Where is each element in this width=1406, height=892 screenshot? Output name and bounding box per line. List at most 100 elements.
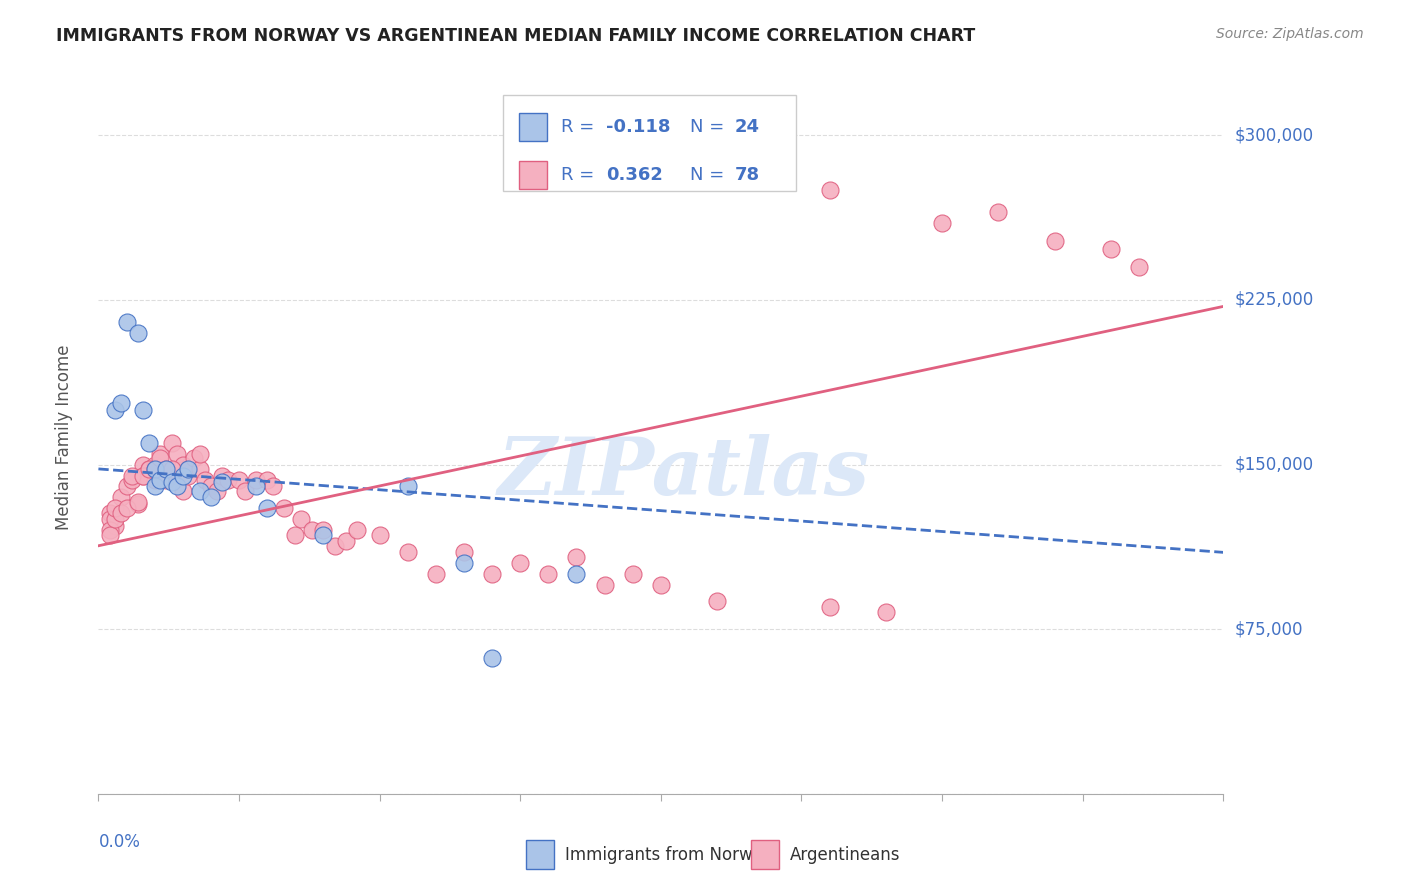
Point bbox=[818, 183, 841, 197]
Point bbox=[127, 326, 149, 340]
Point bbox=[115, 501, 138, 516]
Point bbox=[166, 446, 188, 460]
Text: N =: N = bbox=[690, 166, 730, 184]
Point bbox=[127, 497, 149, 511]
Text: $225,000: $225,000 bbox=[1234, 291, 1313, 309]
Point bbox=[481, 650, 503, 665]
Point bbox=[104, 402, 127, 417]
Bar bbox=[751, 840, 779, 869]
Point bbox=[98, 528, 121, 542]
Text: 0.0%: 0.0% bbox=[98, 833, 141, 851]
Point bbox=[138, 435, 160, 450]
Point bbox=[312, 528, 335, 542]
Point bbox=[104, 512, 127, 526]
Point bbox=[127, 495, 149, 509]
Point bbox=[188, 483, 211, 498]
Text: 78: 78 bbox=[735, 166, 761, 184]
Point bbox=[177, 462, 200, 476]
Point bbox=[565, 549, 588, 564]
Point bbox=[453, 557, 475, 571]
FancyBboxPatch shape bbox=[503, 95, 796, 191]
Point bbox=[155, 462, 177, 476]
Point bbox=[194, 473, 217, 487]
Point bbox=[931, 216, 953, 230]
Point bbox=[155, 462, 177, 476]
Point bbox=[132, 458, 155, 472]
Point bbox=[172, 458, 194, 472]
Point bbox=[155, 473, 177, 487]
Text: Immigrants from Norway: Immigrants from Norway bbox=[565, 846, 773, 863]
Point bbox=[104, 501, 127, 516]
Point bbox=[987, 205, 1010, 219]
Point bbox=[211, 468, 233, 483]
Point bbox=[143, 462, 166, 476]
Point bbox=[565, 567, 588, 582]
Text: R =: R = bbox=[561, 166, 600, 184]
Point bbox=[301, 524, 323, 538]
Point bbox=[593, 578, 616, 592]
Point bbox=[200, 479, 222, 493]
Point bbox=[262, 479, 284, 493]
Point bbox=[121, 468, 143, 483]
Point bbox=[132, 468, 155, 483]
Point bbox=[143, 462, 166, 476]
Point bbox=[183, 450, 205, 465]
Point bbox=[155, 462, 177, 476]
Point bbox=[172, 483, 194, 498]
Point bbox=[481, 567, 503, 582]
Point bbox=[335, 534, 357, 549]
Point bbox=[177, 462, 200, 476]
Point bbox=[143, 473, 166, 487]
Point bbox=[273, 501, 295, 516]
Point bbox=[1043, 234, 1066, 248]
Point bbox=[233, 483, 256, 498]
Point bbox=[396, 545, 419, 559]
Text: IMMIGRANTS FROM NORWAY VS ARGENTINEAN MEDIAN FAMILY INCOME CORRELATION CHART: IMMIGRANTS FROM NORWAY VS ARGENTINEAN ME… bbox=[56, 27, 976, 45]
Point bbox=[200, 491, 222, 505]
Point bbox=[160, 475, 183, 489]
Text: ZIPatlas: ZIPatlas bbox=[498, 434, 869, 511]
Point bbox=[346, 524, 368, 538]
Point bbox=[425, 567, 447, 582]
Point bbox=[143, 479, 166, 493]
Point bbox=[256, 501, 278, 516]
Text: R =: R = bbox=[561, 118, 600, 136]
Point bbox=[1128, 260, 1150, 274]
Point bbox=[211, 475, 233, 489]
Text: N =: N = bbox=[690, 118, 730, 136]
Point bbox=[149, 450, 172, 465]
Text: $150,000: $150,000 bbox=[1234, 456, 1313, 474]
Point bbox=[138, 462, 160, 476]
Point bbox=[290, 512, 312, 526]
Point bbox=[875, 605, 897, 619]
Point bbox=[166, 479, 188, 493]
Point bbox=[323, 539, 346, 553]
Point bbox=[115, 315, 138, 329]
Point bbox=[160, 435, 183, 450]
Point bbox=[166, 468, 188, 483]
Point bbox=[177, 468, 200, 483]
Point bbox=[453, 545, 475, 559]
Bar bbox=[519, 161, 547, 189]
Point bbox=[245, 473, 267, 487]
Point bbox=[115, 479, 138, 493]
Point bbox=[706, 593, 728, 607]
Point bbox=[621, 567, 644, 582]
Point bbox=[132, 468, 155, 483]
Point bbox=[138, 462, 160, 476]
Point bbox=[188, 446, 211, 460]
Y-axis label: Median Family Income: Median Family Income bbox=[55, 344, 73, 530]
Text: Source: ZipAtlas.com: Source: ZipAtlas.com bbox=[1216, 27, 1364, 41]
Point bbox=[172, 468, 194, 483]
Point bbox=[98, 506, 121, 520]
Point bbox=[284, 528, 307, 542]
Point bbox=[98, 512, 121, 526]
Point bbox=[188, 462, 211, 476]
Point bbox=[509, 557, 531, 571]
Point bbox=[110, 396, 132, 410]
Point bbox=[396, 479, 419, 493]
Point bbox=[132, 402, 155, 417]
Point bbox=[98, 524, 121, 538]
Point bbox=[149, 446, 172, 460]
Point bbox=[256, 473, 278, 487]
